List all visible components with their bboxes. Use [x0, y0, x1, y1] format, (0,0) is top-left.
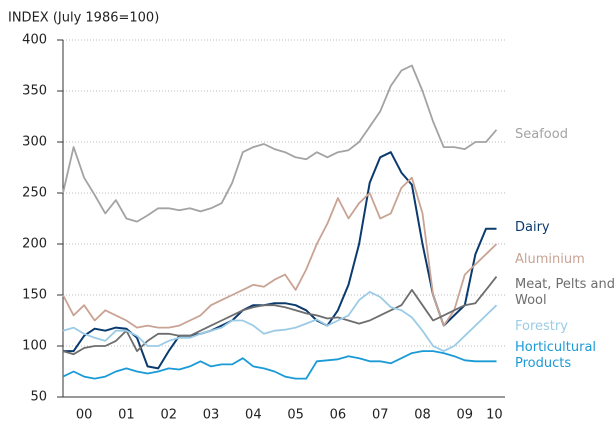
y-tick-label: 250: [22, 186, 47, 201]
x-tick-label: 05: [287, 408, 304, 423]
y-tick-label: 100: [22, 339, 47, 354]
legend-entry: Meat, Pelts and Wool: [515, 277, 615, 308]
x-tick-label: 03: [203, 408, 220, 423]
series-line: [62, 64, 498, 223]
y-tick-label: 150: [22, 288, 47, 303]
x-tick-label: 08: [414, 408, 431, 423]
y-tick-label: 400: [22, 33, 47, 48]
series-line: [62, 350, 497, 380]
legend-entry: Seafood: [515, 127, 568, 142]
legend-entry: Dairy: [515, 220, 550, 235]
x-tick-label: 00: [76, 408, 93, 423]
x-tick-label: 02: [160, 408, 177, 423]
y-tick-label: 300: [22, 135, 47, 150]
legend-entry: Horticultural Products: [515, 340, 597, 371]
x-tick-label: 01: [118, 408, 135, 423]
legend-entry: Aluminium: [515, 252, 585, 267]
x-tick-label: 09: [457, 408, 474, 423]
series-line: [62, 276, 498, 356]
x-tick-label: 07: [372, 408, 389, 423]
x-tick-label: 06: [330, 408, 347, 423]
y-tick-label: 350: [22, 84, 47, 99]
x-tick-label: 10: [486, 408, 503, 423]
y-tick-label: 50: [30, 390, 47, 405]
y-axis-label: INDEX (July 1986=100): [8, 11, 159, 26]
series-line: [62, 176, 498, 329]
legend-entry: Forestry: [515, 319, 568, 334]
series-line: [63, 151, 497, 370]
y-tick-label: 200: [22, 237, 47, 252]
series-line: [62, 291, 498, 352]
x-tick-label: 04: [245, 408, 262, 423]
